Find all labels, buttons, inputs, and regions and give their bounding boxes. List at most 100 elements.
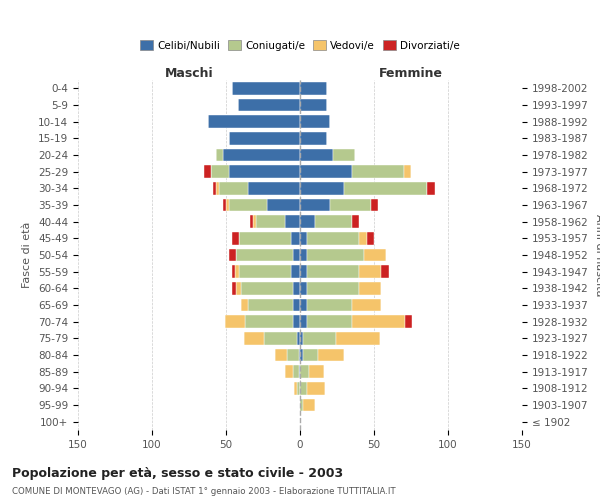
- Bar: [300, 298, 307, 311]
- Bar: [232, 266, 235, 278]
- Bar: [352, 316, 405, 328]
- Bar: [275, 348, 287, 361]
- Bar: [229, 132, 300, 144]
- Bar: [208, 116, 300, 128]
- Bar: [307, 316, 352, 328]
- Bar: [303, 398, 315, 411]
- Bar: [235, 266, 239, 278]
- Bar: [329, 198, 371, 211]
- Bar: [300, 99, 326, 112]
- Bar: [248, 182, 300, 194]
- Bar: [238, 99, 300, 112]
- Bar: [300, 332, 303, 344]
- Bar: [382, 266, 389, 278]
- Bar: [300, 149, 332, 161]
- Bar: [303, 332, 335, 344]
- Bar: [352, 216, 359, 228]
- Bar: [236, 248, 293, 261]
- Bar: [303, 348, 318, 361]
- Bar: [300, 398, 303, 411]
- Y-axis label: Anni di nascita: Anni di nascita: [594, 214, 600, 296]
- Bar: [248, 298, 293, 311]
- Text: COMUNE DI MONTEVAGO (AG) - Dati ISTAT 1° gennaio 2003 - Elaborazione TUTTITALIA.: COMUNE DI MONTEVAGO (AG) - Dati ISTAT 1°…: [12, 488, 395, 496]
- Bar: [300, 248, 307, 261]
- Y-axis label: Fasce di età: Fasce di età: [22, 222, 32, 288]
- Bar: [300, 116, 329, 128]
- Bar: [229, 248, 236, 261]
- Bar: [215, 182, 218, 194]
- Bar: [367, 232, 374, 244]
- Bar: [332, 149, 355, 161]
- Bar: [297, 382, 300, 394]
- Bar: [293, 298, 300, 311]
- Bar: [287, 348, 299, 361]
- Bar: [315, 216, 352, 228]
- Bar: [232, 82, 300, 94]
- Bar: [300, 316, 307, 328]
- Bar: [215, 149, 223, 161]
- Bar: [293, 248, 300, 261]
- Bar: [300, 266, 307, 278]
- Bar: [300, 232, 307, 244]
- Bar: [300, 282, 307, 294]
- Bar: [204, 166, 211, 178]
- Bar: [223, 198, 226, 211]
- Bar: [293, 316, 300, 328]
- Bar: [307, 282, 359, 294]
- Bar: [307, 382, 325, 394]
- Bar: [300, 182, 344, 194]
- Text: Maschi: Maschi: [164, 67, 214, 80]
- Bar: [299, 348, 300, 361]
- Bar: [229, 166, 300, 178]
- Bar: [300, 166, 352, 178]
- Bar: [236, 282, 241, 294]
- Bar: [352, 298, 382, 311]
- Bar: [253, 216, 256, 228]
- Bar: [300, 366, 309, 378]
- Bar: [300, 82, 326, 94]
- Bar: [300, 198, 329, 211]
- Bar: [245, 316, 293, 328]
- Bar: [300, 132, 326, 144]
- Bar: [294, 382, 297, 394]
- Bar: [232, 232, 239, 244]
- Bar: [309, 366, 323, 378]
- Bar: [268, 198, 300, 211]
- Bar: [241, 298, 248, 311]
- Bar: [299, 366, 300, 378]
- Bar: [344, 182, 427, 194]
- Bar: [359, 232, 367, 244]
- Bar: [359, 266, 382, 278]
- Text: Popolazione per età, sesso e stato civile - 2003: Popolazione per età, sesso e stato civil…: [12, 468, 343, 480]
- Legend: Celibi/Nubili, Coniugati/e, Vedovi/e, Divorziati/e: Celibi/Nubili, Coniugati/e, Vedovi/e, Di…: [136, 36, 464, 55]
- Bar: [218, 182, 248, 194]
- Bar: [239, 232, 291, 244]
- Bar: [256, 216, 285, 228]
- Bar: [335, 332, 380, 344]
- Bar: [232, 282, 236, 294]
- Bar: [405, 316, 412, 328]
- Bar: [371, 198, 379, 211]
- Bar: [224, 316, 245, 328]
- Bar: [212, 182, 215, 194]
- Bar: [352, 166, 404, 178]
- Bar: [265, 332, 297, 344]
- Bar: [307, 232, 359, 244]
- Bar: [297, 332, 300, 344]
- Bar: [250, 216, 253, 228]
- Bar: [285, 366, 293, 378]
- Bar: [244, 332, 265, 344]
- Bar: [300, 382, 307, 394]
- Bar: [300, 348, 303, 361]
- Bar: [229, 198, 268, 211]
- Bar: [211, 166, 229, 178]
- Text: Femmine: Femmine: [379, 67, 443, 80]
- Bar: [293, 282, 300, 294]
- Bar: [307, 298, 352, 311]
- Bar: [307, 248, 364, 261]
- Bar: [307, 266, 359, 278]
- Bar: [291, 232, 300, 244]
- Bar: [364, 248, 386, 261]
- Bar: [300, 216, 315, 228]
- Bar: [404, 166, 411, 178]
